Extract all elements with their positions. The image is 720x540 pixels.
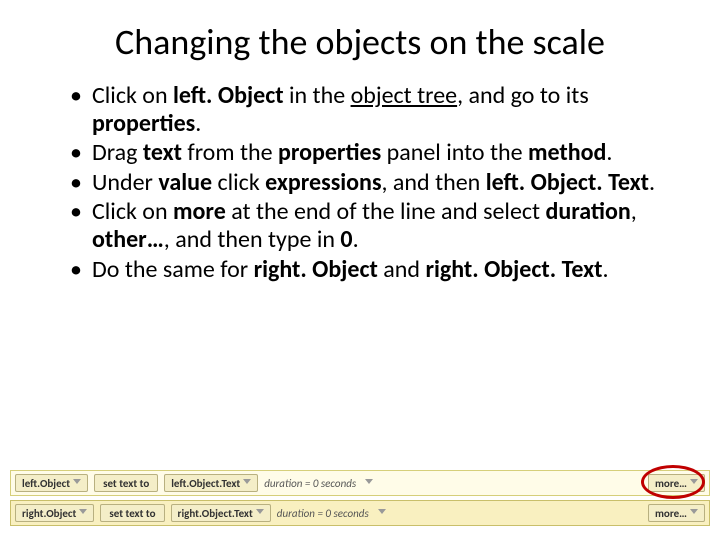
bullet-text-fragment: click [212,168,265,197]
bullet-text-fragment: right. Object. Text [425,255,602,284]
code-row: left.Object set text to left.Object.Text… [10,470,710,496]
bullet-text-fragment: . [602,255,608,284]
slide-title: Changing the objects on the scale [40,20,680,64]
bullet-text-fragment: left. Object [173,81,284,110]
dropdown-icon[interactable] [365,479,373,487]
dropdown-icon [256,509,264,517]
bullet-text-fragment: Under [92,168,158,197]
bullet-item: Do the same for right. Object and right.… [70,256,680,284]
dropdown-icon[interactable] [378,509,386,517]
object-chip[interactable]: right.Object [15,504,94,522]
action-chip[interactable]: set text to [100,504,164,522]
bullet-item: Click on more at the end of the line and… [70,198,680,253]
bullet-text-fragment: right. Object [254,255,378,284]
value-chip[interactable]: left.Object.Text [164,474,258,492]
bullet-text-fragment: properties [92,109,195,138]
bullet-text-fragment: value [158,168,212,197]
bullet-text-fragment: Click on [92,81,173,110]
duration-label: duration = 0 seconds [264,477,356,490]
bullet-text-fragment: Do the same for [92,255,254,284]
bullet-item: Drag text from the properties panel into… [70,139,680,167]
more-chip[interactable]: more… [648,504,705,522]
code-row: right.Object set text to right.Object.Te… [10,500,710,526]
action-chip[interactable]: set text to [94,474,158,492]
bullet-text-fragment: other… [92,225,164,254]
dropdown-icon [690,509,698,517]
bullet-text-fragment: duration [546,197,631,226]
bullet-text-fragment: . [649,168,655,197]
code-area: left.Object set text to left.Object.Text… [10,470,710,530]
bullet-text-fragment: in the [284,81,351,110]
bullet-text-fragment: . [353,225,359,254]
bullet-text-fragment: properties [278,138,381,167]
bullet-text-fragment: left. Object. Text [486,168,649,197]
bullet-text-fragment: expressions [265,168,381,197]
bullet-text-fragment: , and go to its [457,81,589,110]
dropdown-icon [690,479,698,487]
bullet-text-fragment: , and then [382,168,486,197]
dropdown-icon [243,479,251,487]
bullet-text-fragment: method [528,138,606,167]
dropdown-icon [79,509,87,517]
object-chip[interactable]: left.Object [15,474,88,492]
bullet-text-fragment: Click on [92,197,173,226]
bullet-item: Click on left. Object in the object tree… [70,82,680,137]
duration-label: duration = 0 seconds [277,507,369,520]
dropdown-icon [73,479,81,487]
bullet-text-fragment: more [173,197,226,226]
bullet-text-fragment: object tree [351,81,458,110]
slide: Changing the objects on the scale Click … [0,0,720,540]
bullet-text-fragment: , and then type in [164,225,341,254]
bullet-text-fragment: 0 [340,225,352,254]
bullet-text-fragment: panel into the [381,138,528,167]
bullet-item: Under value click expressions, and then … [70,169,680,197]
more-chip[interactable]: more… [648,474,705,492]
bullet-text-fragment: Drag [92,138,143,167]
bullet-text-fragment: , [631,197,637,226]
bullet-text-fragment: text [143,138,182,167]
bullet-text-fragment: at the end of the line and select [226,197,546,226]
bullet-text-fragment: from the [182,138,278,167]
bullet-list: Click on left. Object in the object tree… [40,82,680,283]
bullet-text-fragment: and [378,255,426,284]
value-chip[interactable]: right.Object.Text [171,504,271,522]
bullet-text-fragment: . [195,109,201,138]
bullet-text-fragment: . [606,138,612,167]
